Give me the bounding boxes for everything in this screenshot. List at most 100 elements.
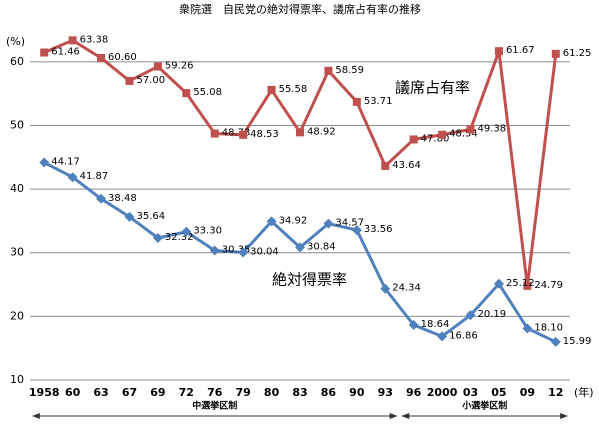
marker — [323, 218, 334, 229]
x-tick-label: 03 — [463, 386, 478, 399]
marker — [68, 36, 77, 45]
marker — [295, 242, 305, 253]
marker — [181, 226, 192, 237]
data-label: 48.92 — [307, 126, 336, 137]
data-label: 49.38 — [478, 123, 507, 134]
marker — [182, 89, 191, 98]
marker — [238, 247, 249, 258]
data-label: 30.04 — [250, 246, 279, 257]
series-name: 絶対得票率 — [272, 271, 347, 289]
data-label: 53.71 — [364, 96, 393, 107]
data-label: 61.25 — [563, 48, 592, 59]
x-tick-label: 90 — [349, 386, 365, 399]
period-label: 小選挙区制 — [461, 400, 507, 412]
data-label: 15.99 — [563, 336, 592, 347]
data-label: 57.00 — [136, 75, 165, 86]
marker — [380, 283, 391, 294]
marker — [67, 172, 78, 183]
data-label: 24.34 — [392, 283, 421, 294]
data-label: 38.48 — [108, 193, 137, 204]
marker — [210, 129, 219, 138]
data-label: 30.84 — [307, 241, 336, 252]
x-tick-label: 80 — [264, 386, 280, 399]
series-name: 議席占有率 — [395, 79, 470, 97]
data-label: 34.92 — [279, 215, 308, 226]
data-label: 61.67 — [506, 45, 535, 56]
marker — [493, 278, 504, 289]
marker — [466, 125, 475, 134]
marker — [523, 281, 532, 290]
x-tick-label: 93 — [378, 386, 393, 399]
data-label: 33.56 — [364, 224, 393, 235]
data-label: 48.54 — [449, 129, 478, 140]
y-unit-label: (%) — [6, 35, 25, 48]
marker — [522, 323, 533, 334]
period-label: 中選挙区制 — [192, 400, 237, 412]
y-tick-label: 40 — [10, 182, 24, 195]
data-label: 44.17 — [51, 157, 80, 168]
marker — [438, 130, 447, 139]
y-tick-label: 30 — [10, 246, 24, 259]
marker — [437, 331, 448, 342]
marker — [209, 245, 220, 256]
marker — [266, 216, 277, 227]
data-label: 60.60 — [108, 52, 137, 63]
data-label: 33.30 — [193, 226, 222, 237]
marker — [124, 211, 135, 222]
x-tick-label: 63 — [93, 386, 108, 399]
data-label: 59.26 — [165, 61, 194, 72]
data-label: 43.64 — [392, 160, 421, 171]
marker — [267, 85, 276, 94]
data-label: 35.64 — [136, 211, 165, 222]
data-label: 24.79 — [534, 280, 563, 291]
marker — [409, 135, 418, 144]
marker — [351, 225, 362, 236]
marker — [153, 62, 162, 71]
data-label: 58.59 — [335, 65, 364, 76]
marker — [40, 48, 49, 57]
x-tick-label: 83 — [292, 386, 307, 399]
y-tick-label: 20 — [10, 309, 24, 322]
x-tick-label: 76 — [207, 386, 223, 399]
data-label: 61.46 — [51, 47, 80, 58]
marker — [152, 232, 163, 243]
x-tick-label: 09 — [520, 386, 535, 399]
x-tick-label: 1958 — [29, 386, 60, 399]
data-label: 55.08 — [193, 87, 222, 98]
marker — [408, 320, 419, 331]
x-tick-label: 69 — [150, 386, 165, 399]
data-label: 32.32 — [165, 232, 194, 243]
marker — [125, 76, 134, 85]
x-tick-label: 72 — [179, 386, 194, 399]
y-tick-label: 10 — [10, 373, 24, 386]
marker — [550, 336, 561, 347]
marker — [239, 130, 248, 139]
marker — [494, 47, 503, 56]
marker — [39, 157, 50, 168]
data-label: 48.73 — [222, 128, 251, 139]
marker — [465, 310, 476, 321]
data-label: 63.38 — [80, 34, 109, 45]
data-label: 47.80 — [421, 133, 450, 144]
data-label: 55.58 — [279, 84, 308, 95]
data-label: 18.64 — [421, 319, 450, 330]
marker — [97, 54, 106, 62]
x-tick-label: 86 — [321, 386, 337, 399]
data-label: 30.35 — [222, 245, 251, 256]
marker — [96, 193, 107, 204]
x-unit-label: (年) — [574, 385, 594, 399]
marker — [352, 97, 361, 106]
data-label: 20.19 — [478, 309, 507, 320]
data-label: 25.12 — [506, 278, 535, 289]
y-tick-label: 60 — [10, 55, 24, 68]
data-label: 34.57 — [335, 218, 364, 229]
data-label: 48.53 — [250, 129, 279, 140]
y-tick-label: 50 — [10, 118, 24, 131]
data-label: 18.10 — [534, 322, 563, 333]
data-label: 41.87 — [80, 171, 109, 182]
x-tick-label: 60 — [65, 386, 81, 399]
x-tick-label: 79 — [236, 386, 251, 399]
x-tick-label: 05 — [491, 386, 506, 399]
data-label: 16.86 — [449, 330, 478, 341]
marker — [381, 161, 390, 170]
